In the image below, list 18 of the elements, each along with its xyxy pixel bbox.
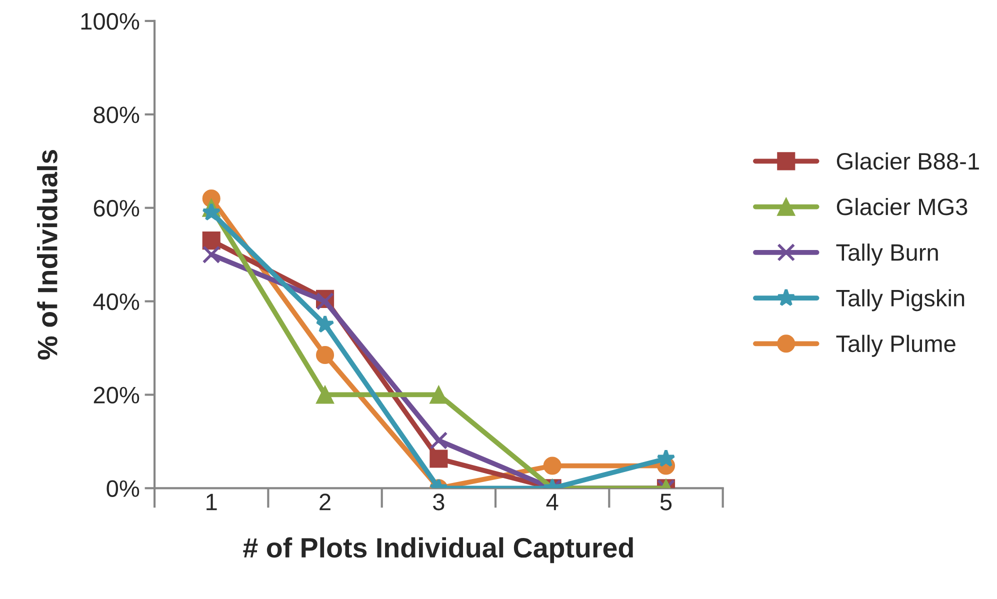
y-axis-title: % of Individuals: [37, 150, 58, 360]
y-tick-label: 60%: [94, 200, 140, 217]
legend-label: Glacier B88-1: [836, 152, 979, 170]
x-tick-label: 5: [660, 494, 672, 510]
legend-label: Tally Plume: [836, 334, 956, 357]
legend-label: Tally Burn: [836, 244, 938, 266]
legend-label: Tally Pigskin: [836, 289, 964, 312]
y-tick-label: 100%: [81, 13, 140, 30]
x-tick-label: 3: [433, 494, 444, 510]
y-tick-label: 0%: [106, 480, 140, 497]
y-tick-label: 80%: [94, 106, 140, 124]
x-tick-label: 4: [546, 494, 558, 510]
y-tick-label: 40%: [93, 293, 140, 310]
x-tick-label: 2: [320, 494, 330, 510]
x-tick-label: 1: [206, 494, 217, 510]
y-tick-label: 20%: [94, 386, 140, 404]
legend-label: Glacier MG3: [836, 198, 968, 216]
x-axis-title: # of Plots Individual Captured: [243, 537, 633, 564]
